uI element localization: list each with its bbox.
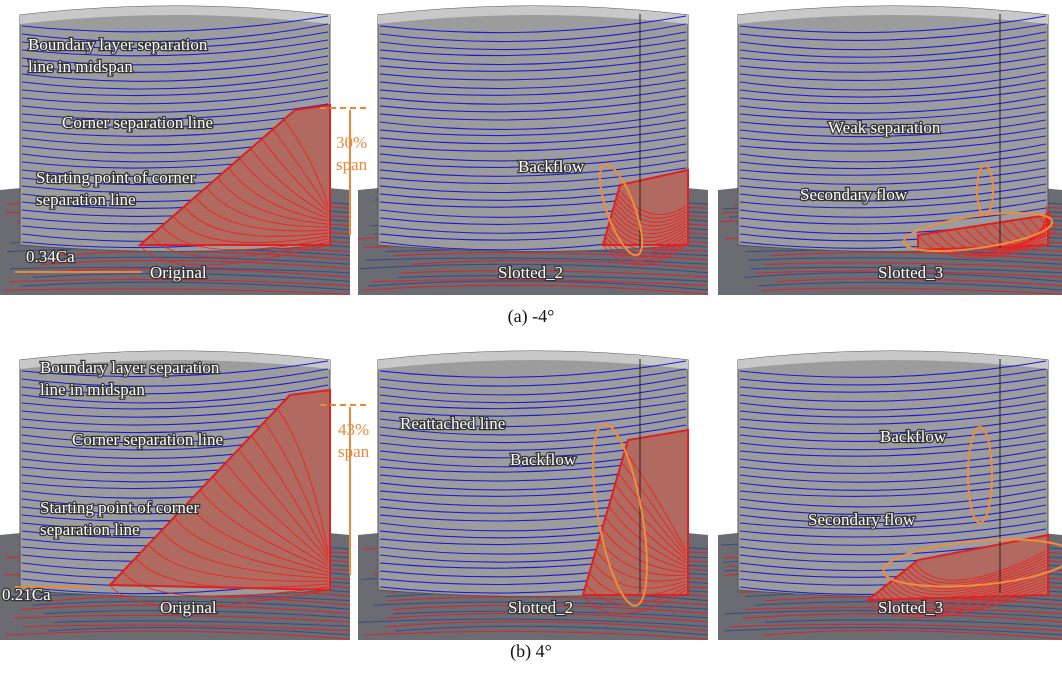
flow-panel: Boundary layer separation line in midspan… (0, 351, 370, 640)
annotation: line in midspan (40, 380, 145, 399)
annotation: 0.34Ca (26, 247, 75, 266)
flow-panel: Weak separation Secondary flow Slotted_3 (718, 6, 1062, 295)
annotation: Reattached line (400, 414, 505, 433)
annotation: 43% (338, 420, 369, 439)
annotation: Corner separation line (62, 113, 213, 132)
flow-panel: Reattached line Backflow Slotted_2 (358, 351, 708, 640)
annotation: Boundary layer separation (40, 358, 220, 377)
panel-label: Slotted_2 (498, 263, 563, 282)
figure: Boundary layer separation line in midspan… (0, 0, 1062, 675)
annotation: line in midspan (28, 57, 133, 76)
annotation: Starting point of corner (40, 498, 199, 517)
annotation: Backflow (880, 427, 947, 446)
annotation: span (336, 155, 368, 174)
panel-label: Slotted_3 (878, 598, 943, 617)
panel-label: Original (160, 598, 217, 617)
annotation: Corner separation line (72, 430, 223, 449)
annotation: span (338, 442, 370, 461)
flow-panel: Backflow Secondary flow Slotted_3 (718, 351, 1062, 640)
annotation: 30% (336, 133, 367, 152)
panel-label: Slotted_3 (878, 263, 943, 282)
flow-panel: Boundary layer separation line in midspan… (0, 6, 370, 295)
caption: (b) 4° (510, 641, 552, 662)
annotation: Starting point of corner (36, 168, 195, 187)
annotation: 0.21Ca (2, 585, 51, 604)
annotation: Boundary layer separation (28, 35, 208, 54)
annotation: Secondary flow (800, 185, 908, 204)
panel-label: Original (150, 263, 207, 282)
annotation: Secondary flow (808, 510, 916, 529)
annotation: Backflow (510, 450, 577, 469)
annotation: Backflow (518, 157, 585, 176)
annotation: separation line (36, 190, 136, 209)
caption: (a) -4° (508, 306, 555, 327)
annotation: Weak separation (828, 118, 941, 137)
annotation: separation line (40, 520, 140, 539)
panel-label: Slotted_2 (508, 598, 573, 617)
flow-panel: Backflow Slotted_2 (358, 6, 708, 295)
